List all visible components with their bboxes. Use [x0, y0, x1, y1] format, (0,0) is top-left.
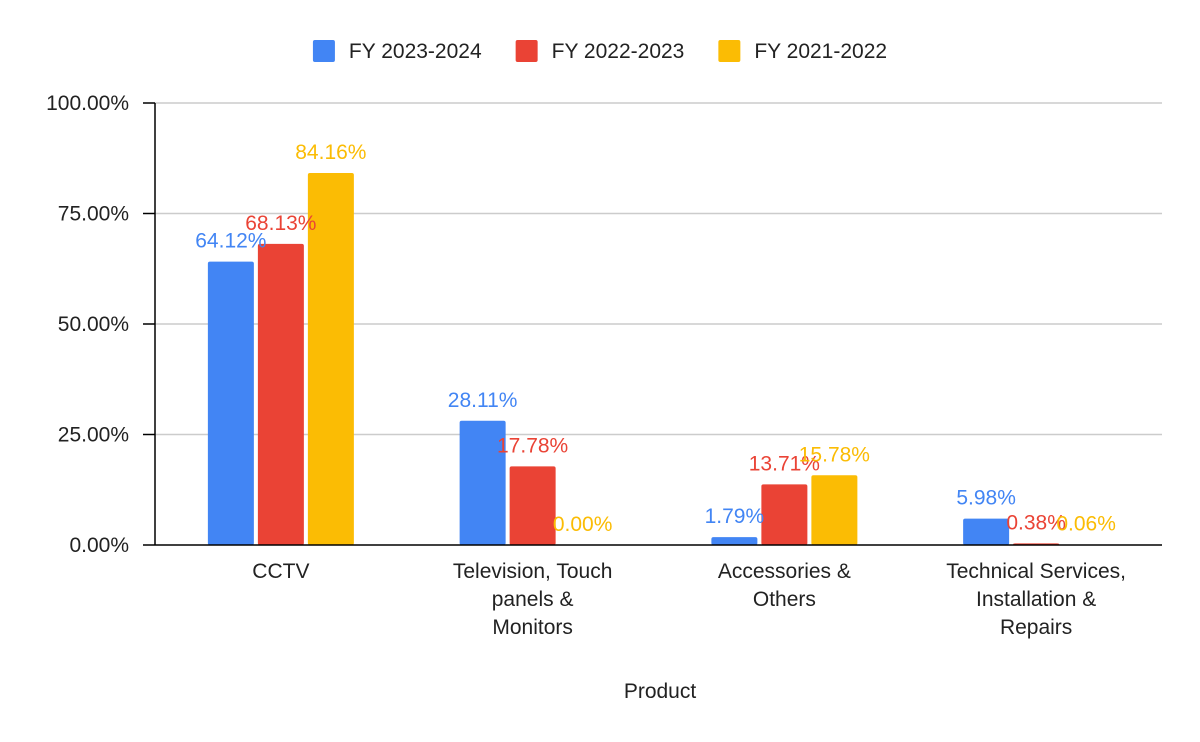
legend-item: FY 2021-2022	[718, 40, 887, 63]
bar	[307, 173, 354, 545]
bar	[509, 466, 556, 545]
data-label: 84.16%	[295, 141, 366, 164]
legend-item: FY 2022-2023	[515, 40, 685, 63]
bar	[207, 261, 254, 545]
bar	[963, 518, 1010, 545]
x-tick-label: Accessories & Others	[718, 560, 851, 611]
legend: FY 2023-2024 FY 2022-2023 FY 2021-2022	[312, 40, 887, 63]
y-axis: 0.00% 25.00% 50.00% 75.00% 100.00%	[46, 92, 156, 557]
legend-label: FY 2022-2023	[552, 40, 685, 63]
bar	[811, 475, 858, 545]
data-label: 0.00%	[553, 513, 613, 536]
bar	[459, 420, 506, 545]
legend-label: FY 2023-2024	[349, 40, 482, 63]
x-tick-label: Television, Touch panels & Monitors	[453, 560, 613, 639]
y-tick-label: 75.00%	[58, 203, 129, 226]
bar	[257, 243, 304, 545]
data-label: 28.11%	[448, 389, 518, 412]
data-label: 15.78%	[799, 443, 870, 466]
legend-swatch	[515, 40, 538, 62]
data-label: 64.12%	[195, 230, 266, 253]
x-tick-label: Technical Services, Installation & Repairs	[946, 560, 1126, 639]
data-label: 1.79%	[705, 505, 765, 528]
legend-swatch	[312, 40, 335, 62]
bar	[711, 537, 758, 545]
data-label: 17.78%	[497, 434, 568, 457]
data-labels: 64.12%68.13% 84.16% 28.11% 17.78% 0.00% 1.79%…	[195, 141, 1116, 536]
x-axis-title: Product	[624, 680, 697, 703]
legend-swatch	[718, 40, 741, 62]
data-label: 13.71%	[749, 452, 820, 475]
y-tick-label: 0.00%	[69, 534, 129, 557]
y-tick-label: 100.00%	[46, 92, 129, 115]
x-tick-label: CCTV	[252, 560, 309, 583]
y-tick-label: 50.00%	[58, 313, 129, 336]
legend-label: FY 2021-2022	[754, 40, 887, 63]
legend-item: FY 2023-2024	[312, 40, 482, 63]
data-label: 5.98%	[956, 487, 1016, 510]
y-tick-label: 25.00%	[58, 424, 129, 447]
data-label: 68.13%	[245, 212, 316, 235]
bar	[761, 484, 808, 545]
data-label: 0.38%	[1006, 511, 1066, 534]
bars	[207, 173, 1060, 545]
x-axis: CCTV Television, Touch panels & Monitors Acc…	[155, 544, 1162, 639]
data-label: 0.06%	[1056, 513, 1116, 536]
